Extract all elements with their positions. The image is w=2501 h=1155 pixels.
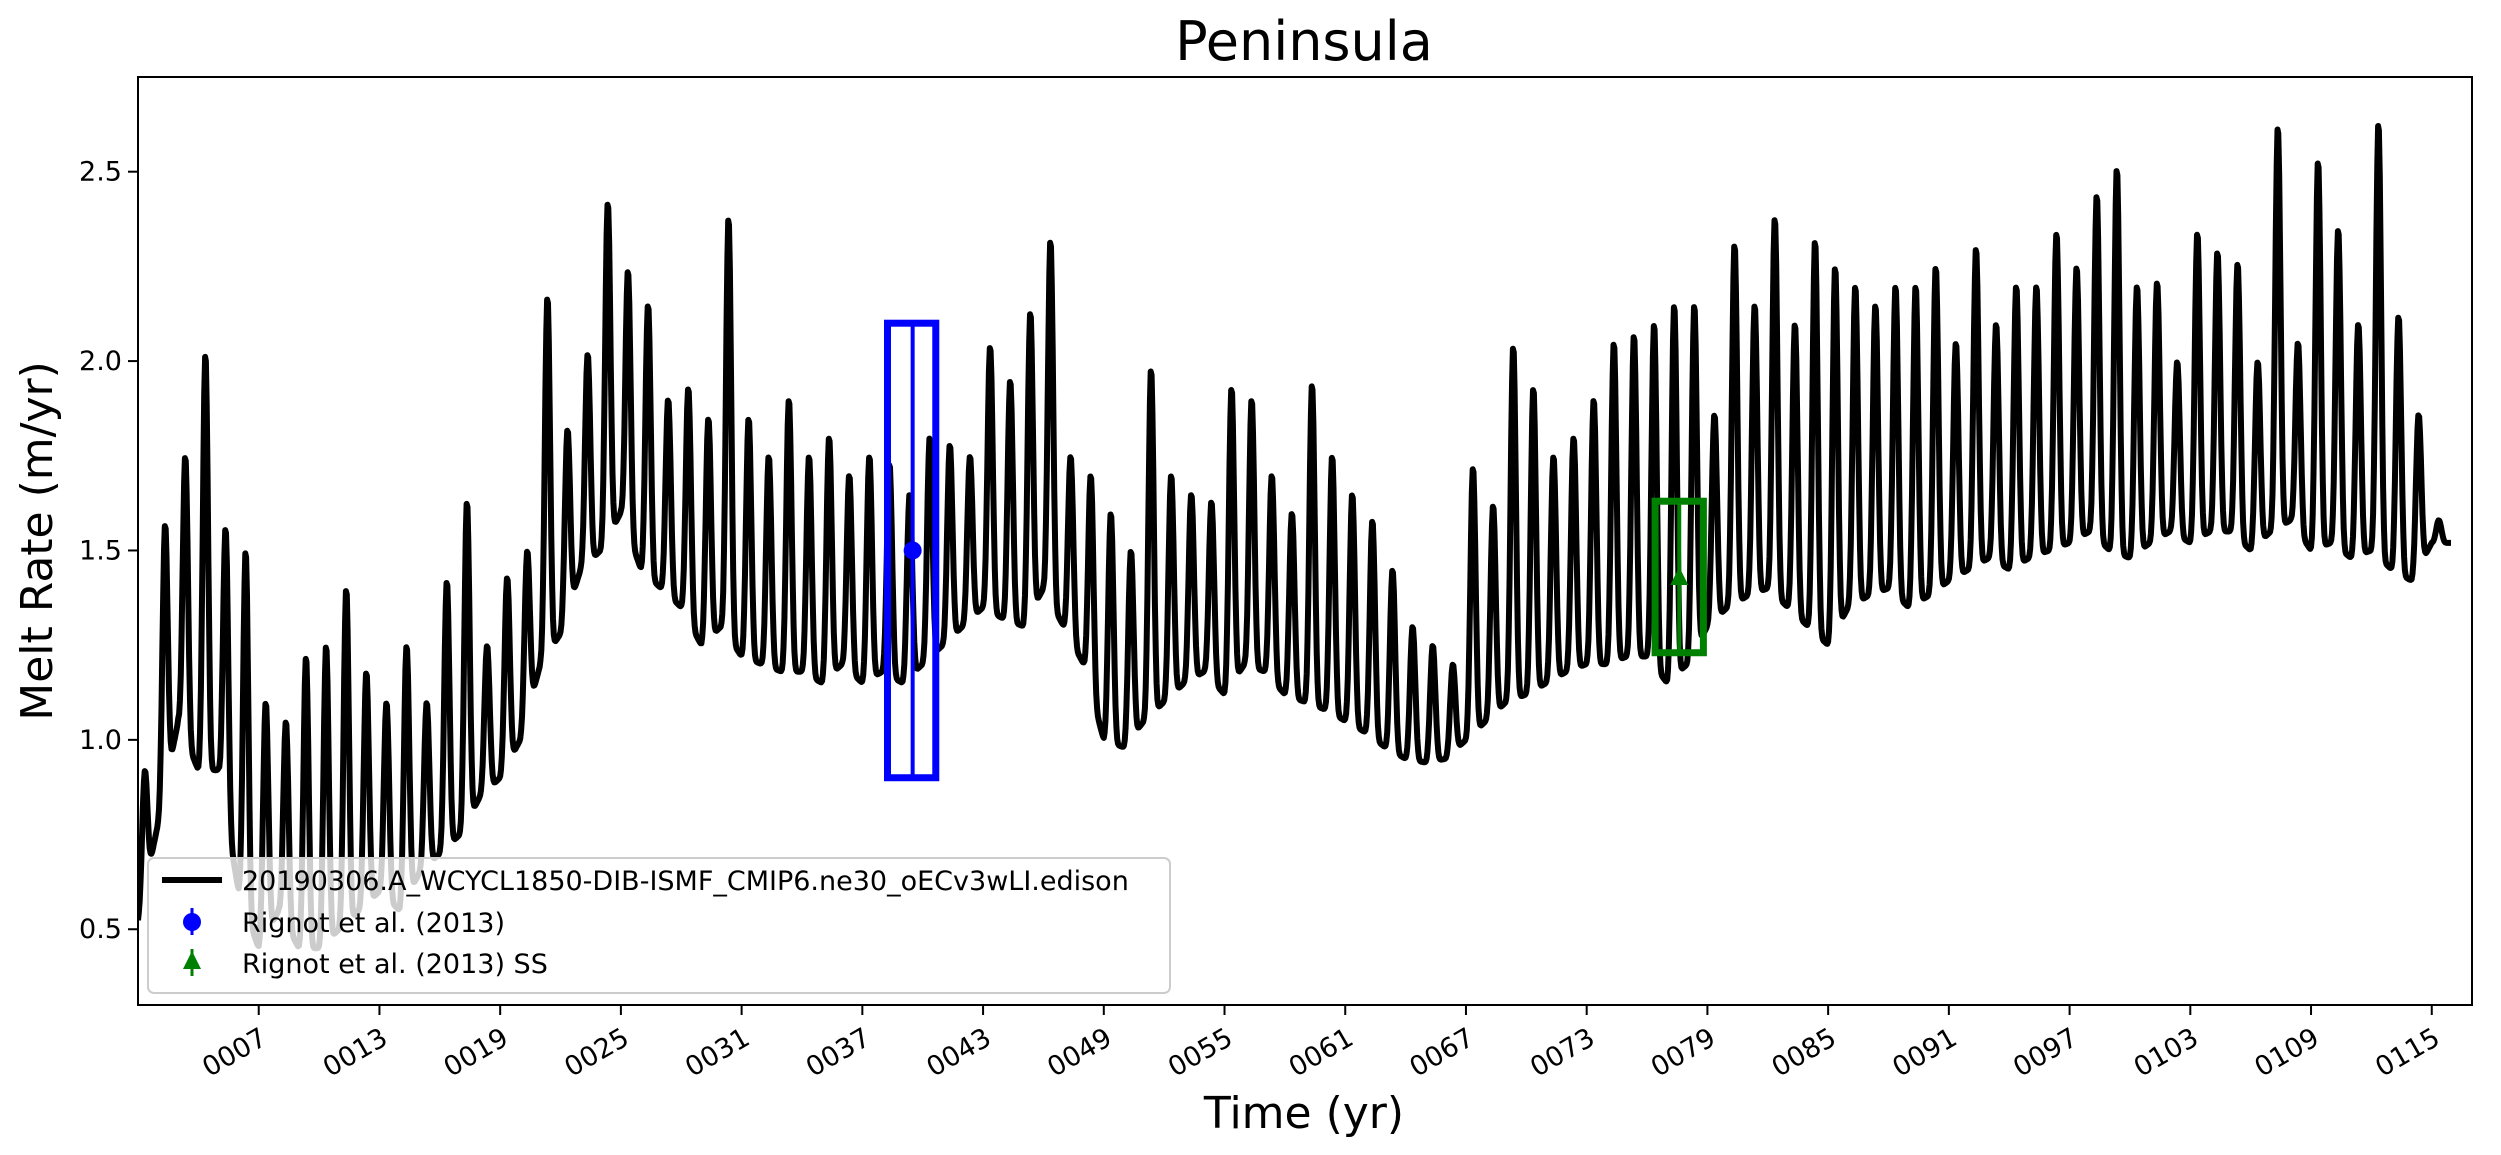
chart-title: Peninsula xyxy=(1175,10,1433,73)
legend-label-rignot: Rignot et al. (2013) xyxy=(242,908,505,939)
obs-marker-rignot-ss xyxy=(1670,566,1689,585)
x-axis-label: Time (yr) xyxy=(1203,1088,1404,1139)
y-tick-label: 0.5 xyxy=(79,914,122,945)
legend-circle-marker xyxy=(183,913,201,931)
y-axis: 0.5 1.0 1.5 2.0 2.5 xyxy=(79,157,138,945)
y-tick-label: 2.5 xyxy=(79,157,122,188)
legend-label-rignot-ss: Rignot et al. (2013) SS xyxy=(242,949,548,980)
y-axis-label: Melt Rate (m/yr) xyxy=(12,361,63,721)
axes-frame xyxy=(137,76,2473,1006)
legend-label-series: 20190306.A_WCYCL1850-DIB-ISMF_CMIP6.ne30… xyxy=(242,866,1129,897)
y-tick-label: 2.0 xyxy=(79,346,122,377)
obs-marker-rignot xyxy=(903,541,922,560)
legend: 20190306.A_WCYCL1850-DIB-ISMF_CMIP6.ne30… xyxy=(147,857,1171,994)
observations-layer xyxy=(883,319,1707,782)
series-line xyxy=(138,123,2454,952)
y-tick-label: 1.5 xyxy=(79,535,122,566)
legend-box xyxy=(147,857,1171,994)
legend-triangle-marker xyxy=(183,951,201,969)
plot-area xyxy=(138,123,2454,952)
y-tick-label: 1.0 xyxy=(79,725,122,756)
